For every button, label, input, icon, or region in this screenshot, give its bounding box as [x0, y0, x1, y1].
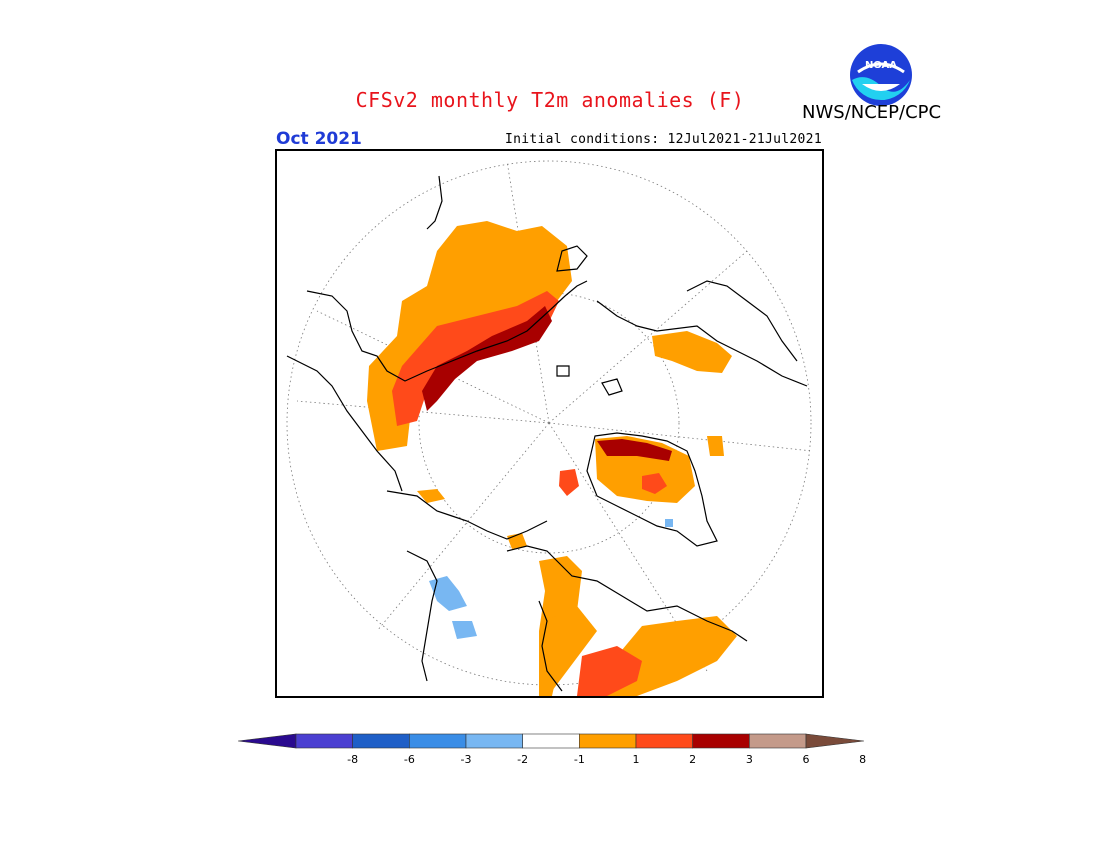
- anomaly-region-small-4: [707, 436, 724, 456]
- colorbar-tick-label: -1: [573, 753, 585, 766]
- map-panel: [275, 149, 824, 698]
- colorbar-swatch: [579, 733, 637, 749]
- colorbar-arrow-low: [237, 733, 297, 749]
- anomaly-region-siberia-1f: [367, 221, 572, 451]
- anomaly-region-cold-3: [665, 519, 673, 527]
- colorbar-swatch: [692, 733, 750, 749]
- anomaly-region-asia-2f: [577, 646, 642, 696]
- anomaly-region-siberia-3f: [422, 306, 552, 411]
- colorbar-swatch: [749, 733, 807, 749]
- coastlines: [286, 175, 808, 692]
- initial-conditions-label: Initial conditions: 12Jul2021-21Jul2021: [505, 132, 822, 147]
- anomaly-region-alaska-1f: [652, 331, 732, 373]
- agency-label: NWS/NCEP/CPC: [802, 102, 942, 123]
- colorbar-tick-label: -8: [347, 753, 359, 766]
- anomaly-region-siberia-2f: [392, 291, 559, 426]
- polar-map: [286, 160, 813, 696]
- anomaly-region-greenland-2f: [597, 439, 672, 461]
- noaa-logo: NOAA: [848, 42, 914, 108]
- colorbar-tick-label: 6: [802, 753, 810, 766]
- logo-text: NOAA: [865, 60, 897, 71]
- colorbar-swatch: [352, 733, 410, 749]
- colorbar-tick-label: 1: [632, 753, 640, 766]
- forecast-period: Oct 2021: [276, 129, 362, 149]
- anomaly-region-cold-2: [452, 621, 477, 639]
- anomaly-region-greenland-3f: [642, 473, 667, 494]
- colorbar-swatch: [635, 733, 693, 749]
- chart-title: CFSv2 monthly T2m anomalies (F): [355, 88, 745, 112]
- anomaly-region-europe-2f: [545, 606, 597, 691]
- colorbar-tick-label: 3: [745, 753, 753, 766]
- colorbar-swatch: [409, 733, 467, 749]
- colorbar-swatch: [465, 733, 523, 749]
- colorbar-tick-label: -6: [403, 753, 415, 766]
- colorbar-swatches: [237, 733, 865, 749]
- colorbar: [237, 730, 865, 770]
- colorbar-arrow-high: [805, 733, 865, 749]
- colorbar-tick-label: 2: [689, 753, 697, 766]
- colorbar-tick-label: 8: [859, 753, 867, 766]
- anomaly-region-cold-1: [429, 576, 467, 611]
- anomaly-region-asia-1f: [607, 616, 737, 696]
- anomaly-region-small-1: [559, 469, 579, 496]
- colorbar-tick-label: -2: [517, 753, 529, 766]
- colorbar-swatch: [295, 733, 353, 749]
- anomaly-shading: [367, 221, 737, 696]
- colorbar-tick-label: -3: [460, 753, 472, 766]
- colorbar-swatch: [522, 733, 580, 749]
- anomaly-region-small-2: [417, 489, 445, 503]
